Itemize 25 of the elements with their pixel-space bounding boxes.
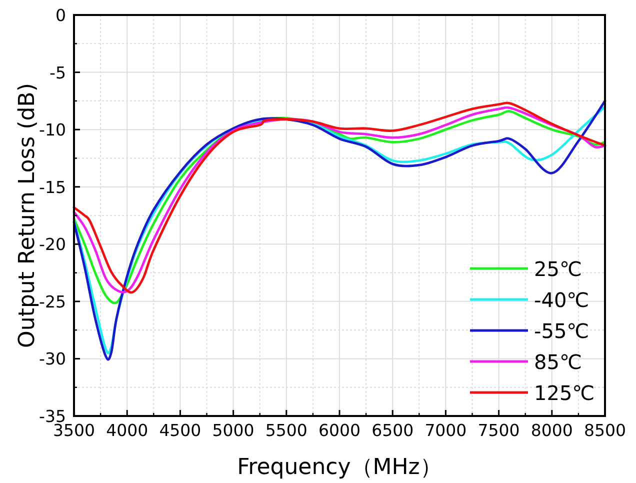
x-tick-label: 3500 xyxy=(53,421,95,440)
y-axis-title: Output Return Loss (dB) xyxy=(15,83,40,348)
x-tick-label: 4000 xyxy=(106,421,148,440)
y-tick-label: -30 xyxy=(39,350,66,369)
y-tick-label: -25 xyxy=(39,292,66,312)
y-tick-label: 0 xyxy=(56,6,66,25)
x-tick-label: 5500 xyxy=(265,421,308,440)
x-tick-label: 4500 xyxy=(159,421,202,440)
x-tick-label: 7000 xyxy=(424,421,467,440)
x-tick-label: 6500 xyxy=(372,421,414,440)
x-axis-title: Frequency（MHz） xyxy=(237,455,442,480)
x-tick-label: 5000 xyxy=(212,421,254,440)
x-tick-label: 7500 xyxy=(478,421,520,440)
legend-label: 85℃ xyxy=(534,350,582,374)
legend-label: 125℃ xyxy=(534,381,595,405)
y-tick-label: -10 xyxy=(39,120,66,140)
x-tick-label: 8500 xyxy=(584,421,626,440)
legend-label: 25℃ xyxy=(534,257,582,281)
x-tick-label: 8000 xyxy=(530,421,573,440)
x-tick-label: 6000 xyxy=(318,421,360,440)
y-tick-label: -20 xyxy=(39,235,66,254)
y-tick-label: -5 xyxy=(50,63,66,82)
legend-label: -55℃ xyxy=(534,319,590,343)
legend-label: -40℃ xyxy=(534,288,590,312)
y-tick-label: -15 xyxy=(39,178,66,197)
